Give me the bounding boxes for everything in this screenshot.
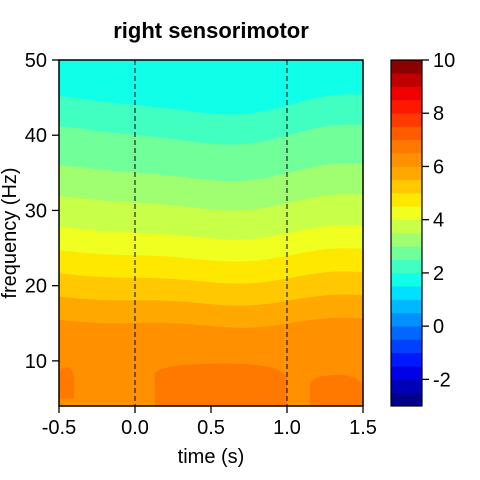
colorbar-swatch [391,286,422,300]
colorbar-swatch [391,86,422,101]
colorbar-swatch [391,233,422,247]
chart-title: right sensorimotor [113,18,309,43]
colorbar-swatch [391,99,422,114]
colorbar-swatch [391,60,422,74]
colorbar-swatch [391,206,422,220]
colorbar-frame [390,59,423,407]
heatmap-peak-region [59,367,75,399]
y-tick-label: 30 [25,200,47,222]
colorbar-swatch [391,126,422,141]
heatmap-peak-region [154,363,287,406]
y-tick-label: 10 [25,351,47,373]
colorbar-swatch [391,153,422,167]
x-axis-label: time (s) [178,446,245,468]
y-axis: 10 20 30 40 50 [25,50,59,373]
x-tick-label: 0.0 [121,417,149,439]
x-tick-label: -0.5 [42,417,76,439]
colorbar-swatch [391,73,422,87]
y-axis-label: frequency (Hz) [0,167,21,298]
event-lines [134,60,288,406]
colorbar-tick-label: 0 [433,316,444,338]
colorbar-swatch [391,179,422,194]
colorbar-swatch [391,113,422,127]
x-tick-label: 1.5 [349,417,377,439]
colorbar-swatch [391,379,422,393]
y-tick-label: 50 [25,50,47,72]
x-tick-label: 0.5 [197,417,225,439]
colorbar-swatch [391,193,422,207]
colorbar-axis: -2 0 2 4 6 8 10 [422,50,455,391]
colorbar-tick-label: 10 [433,50,455,72]
colorbar-swatch [391,299,422,314]
y-tick-label: 20 [25,276,47,298]
colorbar-tick-label: 4 [433,210,444,232]
heatmap-peak-region [309,374,363,406]
colorbar-swatch [391,312,422,327]
colorbar-swatch [391,219,422,234]
colorbar-swatch [391,166,422,181]
colorbar-swatch [391,339,422,354]
colorbar-swatch [391,259,422,274]
colorbar-swatch [391,392,422,407]
colorbar-tick-label: 6 [433,156,444,178]
x-tick-label: 1.0 [273,417,301,439]
x-axis: -0.5 0.0 0.5 1.0 1.5 [42,406,377,439]
colorbar [390,59,423,407]
colorbar-tick-label: 8 [433,103,444,125]
colorbar-swatch [391,326,422,340]
colorbar-swatch [391,272,422,287]
colorbar-swatch [391,139,422,154]
y-tick-label: 40 [25,125,47,147]
colorbar-swatch [391,366,422,380]
colorbar-tick-label: 2 [433,263,444,285]
colorbar-swatch [391,352,422,367]
colorbar-tick-label: -2 [433,369,451,391]
colorbar-swatch [391,246,422,260]
heatmap-area [58,59,364,407]
